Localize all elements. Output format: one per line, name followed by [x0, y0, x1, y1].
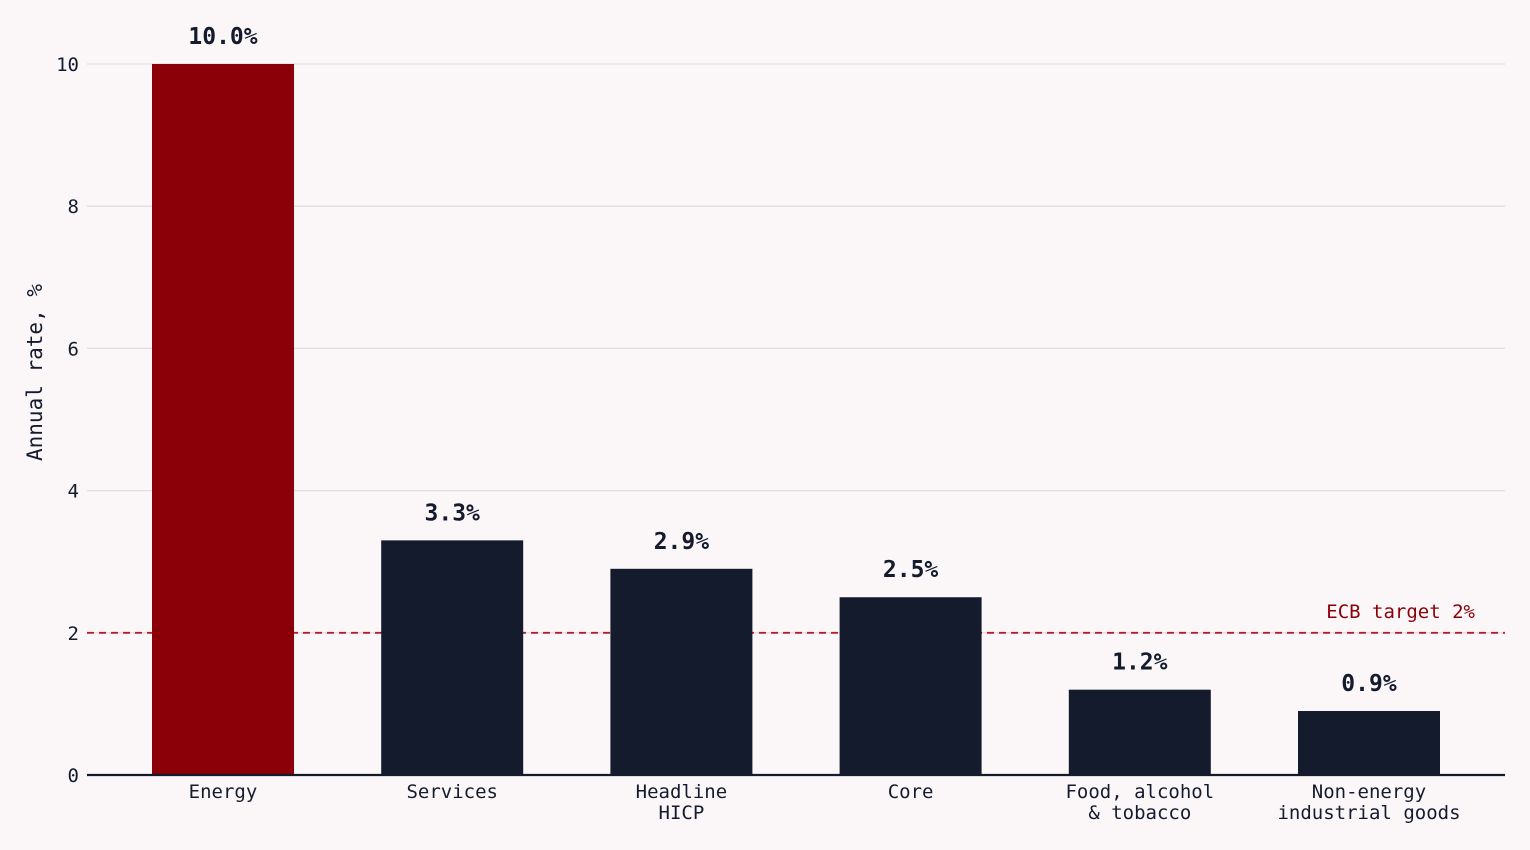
grid-lines: [87, 63, 1505, 634]
bar-0: [152, 63, 294, 775]
x-tick-label-4-line-1: & tobacco: [1088, 802, 1191, 824]
value-label-5: 0.9%: [1341, 671, 1397, 697]
value-label-2: 2.9%: [654, 529, 710, 555]
x-tick-label-1-line-0: Services: [406, 781, 498, 803]
x-tick-label-0: Energy: [189, 781, 258, 803]
x-tick-label-5-line-0: Non-energy: [1312, 781, 1426, 803]
x-tick-labels: Energy Services Headline HICP Core Food, alco…: [189, 781, 1461, 824]
y-tick-label-0: 0: [68, 765, 79, 787]
bar-4: [1068, 689, 1211, 775]
y-tick-label-6: 6: [68, 338, 79, 360]
y-axis-label: Annual rate, %: [23, 284, 47, 461]
bar-5: [1298, 711, 1440, 775]
bars: [152, 63, 1440, 775]
x-tick-label-3: Core: [888, 781, 934, 803]
bar-2: [610, 568, 753, 775]
y-tick-label-10: 10: [56, 54, 79, 76]
x-tick-label-5: Non-energy industrial goods: [1277, 781, 1460, 824]
y-tick-labels: 0 2 4 6 8 10: [56, 54, 79, 787]
y-tick-label-2: 2: [68, 623, 79, 645]
x-tick-label-3-line-0: Core: [888, 781, 934, 803]
bar-1: [381, 540, 524, 775]
value-labels: 10.0% 3.3% 2.9% 2.5% 1.2% 0.9%: [188, 24, 1396, 697]
x-tick-label-2-line-0: Headline: [636, 781, 728, 803]
value-label-1: 3.3%: [425, 500, 481, 526]
y-tick-label-8: 8: [68, 196, 79, 218]
value-label-0: 10.0%: [188, 24, 257, 50]
x-tick-label-2: Headline HICP: [636, 781, 728, 824]
bar-3: [839, 597, 982, 775]
reference-line-group: ECB target 2%: [87, 601, 1505, 634]
value-label-3: 2.5%: [883, 557, 939, 583]
x-tick-label-2-line-1: HICP: [659, 802, 705, 824]
x-tick-label-5-line-1: industrial goods: [1277, 802, 1460, 824]
ecb-target-label: ECB target 2%: [1326, 601, 1475, 623]
x-tick-label-1: Services: [406, 781, 498, 803]
y-tick-label-4: 4: [68, 481, 79, 503]
x-tick-label-0-line-0: Energy: [189, 781, 258, 803]
x-tick-label-4-line-0: Food, alcohol: [1065, 781, 1214, 803]
value-label-4: 1.2%: [1112, 650, 1168, 676]
x-tick-label-4: Food, alcohol & tobacco: [1065, 781, 1214, 824]
